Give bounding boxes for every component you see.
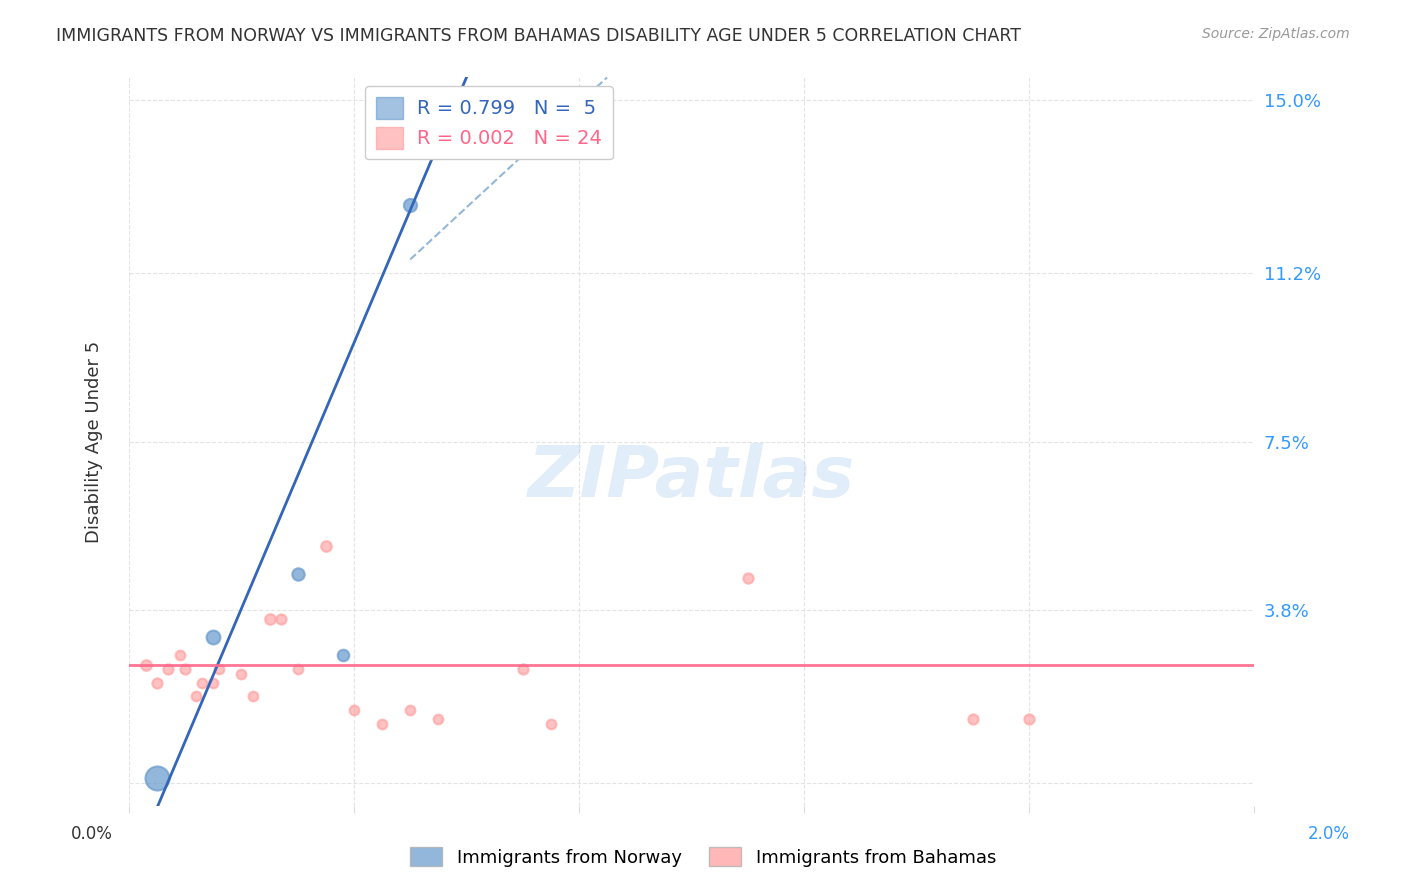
Point [202, 630, 225, 644]
Point [1018, 712, 1040, 726]
Point [315, 539, 337, 553]
Point [174, 662, 197, 676]
Point [399, 703, 422, 717]
Point [208, 662, 231, 676]
Point [242, 690, 264, 704]
Point [157, 662, 180, 676]
Point [191, 675, 214, 690]
Text: Source: ZipAtlas.com: Source: ZipAtlas.com [1202, 27, 1350, 41]
Text: 0.0%: 0.0% [70, 825, 112, 843]
Point [231, 666, 253, 681]
Legend: R = 0.799   N =  5, R = 0.002   N = 24: R = 0.799 N = 5, R = 0.002 N = 24 [366, 87, 613, 160]
Point [259, 612, 281, 626]
Point [270, 612, 292, 626]
Point [287, 566, 309, 581]
Point [427, 712, 450, 726]
Point [332, 648, 354, 663]
Point [146, 675, 169, 690]
Point [962, 712, 984, 726]
Point [371, 716, 394, 731]
Y-axis label: Disability Age Under 5: Disability Age Under 5 [86, 341, 103, 542]
Text: IMMIGRANTS FROM NORWAY VS IMMIGRANTS FROM BAHAMAS DISABILITY AGE UNDER 5 CORRELA: IMMIGRANTS FROM NORWAY VS IMMIGRANTS FRO… [56, 27, 1021, 45]
Text: ZIPatlas: ZIPatlas [527, 443, 855, 512]
Point [737, 571, 759, 585]
Point [135, 657, 157, 672]
Point [186, 690, 208, 704]
Point [343, 703, 366, 717]
Point [146, 772, 169, 786]
Point [399, 198, 422, 212]
Point [287, 662, 309, 676]
Point [169, 648, 191, 663]
Point [512, 662, 534, 676]
Legend: Immigrants from Norway, Immigrants from Bahamas: Immigrants from Norway, Immigrants from … [402, 840, 1004, 874]
Point [202, 675, 225, 690]
Text: 2.0%: 2.0% [1308, 825, 1350, 843]
Point [540, 716, 562, 731]
